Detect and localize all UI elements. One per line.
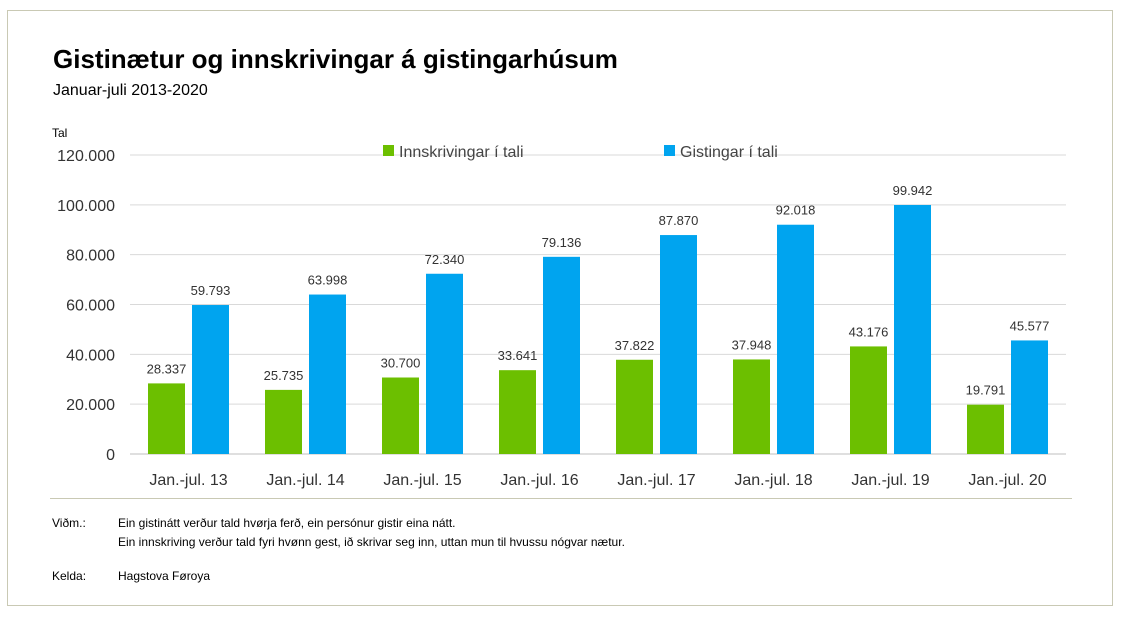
data-label: 25.735 <box>264 368 304 383</box>
bar-innskrivingar <box>850 346 887 454</box>
chart-title: Gistinætur og innskrivingar á gistingarh… <box>53 44 618 74</box>
data-label: 79.136 <box>542 235 582 250</box>
y-tick-label: 60.000 <box>66 298 115 315</box>
x-tick-label: Jan.-jul. 18 <box>734 472 812 489</box>
notes-line-2: Ein innskriving verður tald fyri hvønn g… <box>118 535 625 549</box>
notes-line-1: Ein gistinátt verður tald hvørja ferð, e… <box>118 516 456 530</box>
data-label: 63.998 <box>308 273 348 288</box>
x-tick-label: Jan.-jul. 15 <box>383 472 461 489</box>
legend-label: Gistingar í tali <box>680 144 778 161</box>
bar-gistingar <box>1011 340 1048 454</box>
data-label: 19.791 <box>966 383 1006 398</box>
y-tick-label: 100.000 <box>57 198 115 215</box>
data-label: 72.340 <box>425 252 465 267</box>
y-tick-label: 80.000 <box>66 248 115 265</box>
bar-innskrivingar <box>733 359 770 454</box>
bar-innskrivingar <box>382 377 419 454</box>
bar-innskrivingar <box>616 359 653 454</box>
x-tick-label: Jan.-jul. 19 <box>851 472 929 489</box>
bar-gistingar <box>309 294 346 454</box>
x-tick-label: Jan.-jul. 14 <box>266 472 344 489</box>
bar-gistingar <box>894 204 931 454</box>
bar-innskrivingar <box>148 383 185 454</box>
chart-frame <box>7 10 1113 606</box>
data-label: 92.018 <box>776 203 816 218</box>
legend-label: Innskrivingar í tali <box>399 144 524 161</box>
source-label: Kelda: <box>52 569 87 583</box>
y-axis-label: Tal <box>52 126 67 140</box>
data-label: 37.948 <box>732 337 772 352</box>
x-tick-label: Jan.-jul. 17 <box>617 472 695 489</box>
data-label: 37.822 <box>615 338 655 353</box>
notes-label: Viðm.: <box>52 516 86 530</box>
x-tick-label: Jan.-jul. 13 <box>149 472 227 489</box>
bar-gistingar <box>426 273 463 454</box>
data-label: 43.176 <box>849 324 889 339</box>
x-tick-label: Jan.-jul. 20 <box>968 472 1046 489</box>
bar-innskrivingar <box>967 404 1004 454</box>
bar-gistingar <box>543 256 580 454</box>
data-label: 99.942 <box>893 183 933 198</box>
data-label: 59.793 <box>191 283 231 298</box>
chart-subtitle: Januar-juli 2013-2020 <box>53 82 208 99</box>
bar-gistingar <box>777 224 814 454</box>
footer-divider <box>50 498 1072 499</box>
bar-gistingar <box>192 305 229 454</box>
data-label: 87.870 <box>659 213 699 228</box>
y-tick-label: 40.000 <box>66 347 115 364</box>
data-label: 28.337 <box>147 361 187 376</box>
source-text: Hagstova Føroya <box>118 569 211 583</box>
data-label: 33.641 <box>498 348 538 363</box>
bar-innskrivingar <box>265 389 302 454</box>
bar-innskrivingar <box>499 370 536 454</box>
data-label: 45.577 <box>1010 318 1050 333</box>
x-tick-label: Jan.-jul. 16 <box>500 472 578 489</box>
data-label: 30.700 <box>381 356 421 371</box>
legend-swatch <box>664 145 675 156</box>
y-tick-label: 20.000 <box>66 397 115 414</box>
legend-swatch <box>383 145 394 156</box>
bar-gistingar <box>660 235 697 454</box>
y-tick-label: 120.000 <box>57 148 115 165</box>
y-tick-label: 0 <box>106 447 115 464</box>
